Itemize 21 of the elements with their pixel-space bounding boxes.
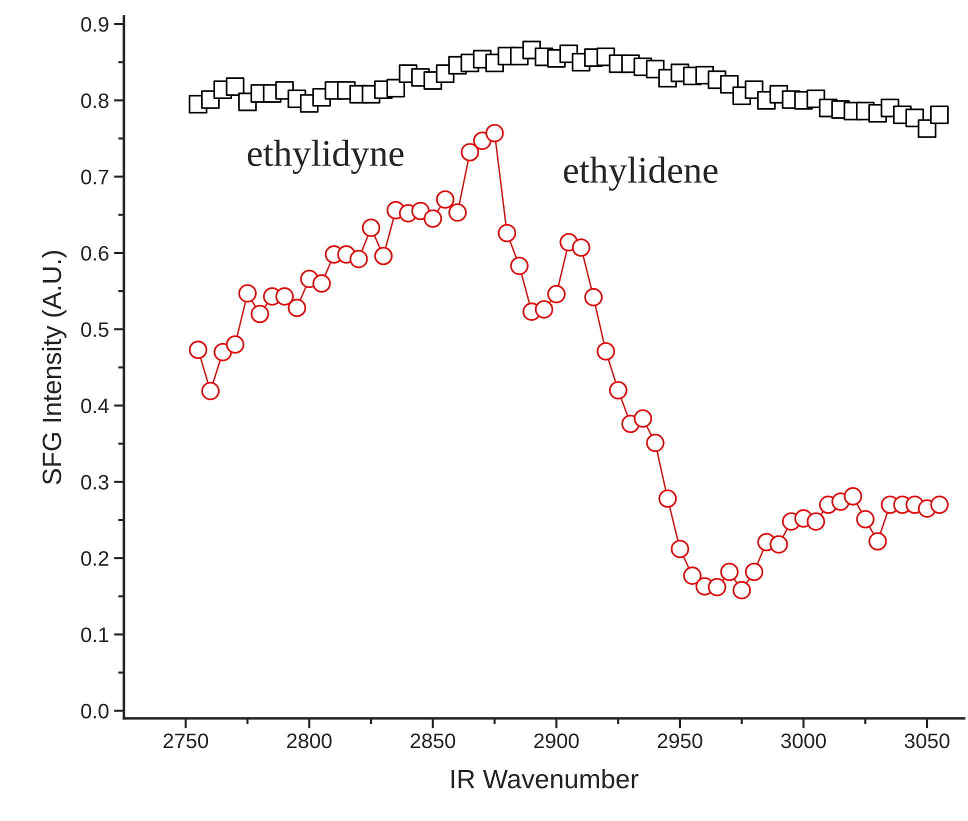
x-tick-label: 2800 [287, 734, 332, 748]
x-tick-label: 2750 [164, 734, 208, 748]
annotation: ethylidyne [248, 140, 404, 174]
x-tick-label: 3050 [904, 734, 950, 748]
y-tick-label: 0.6 [81, 246, 108, 261]
x-tick-label: 2900 [534, 734, 579, 748]
y-tick-label: 0.1 [81, 627, 108, 642]
y-tick-label: 0.8 [81, 93, 108, 108]
y-tick-label: 0.9 [81, 17, 108, 32]
x-tick-label: 3000 [781, 734, 826, 748]
y-tick-label: 0.4 [81, 398, 109, 414]
annotation: ethylidene [564, 156, 718, 191]
y-tick-label: 0.5 [81, 322, 108, 337]
y-axis-title: SFG Intensity (A.U.) [42, 250, 66, 484]
y-tick-label: 0.7 [81, 170, 108, 184]
y-tick-label: 0.3 [81, 474, 108, 490]
x-axis-title: IR Wavenumber [452, 769, 638, 788]
x-tick-label: 2950 [658, 734, 702, 748]
y-tick-label: 0.2 [81, 551, 108, 566]
y-tick-label: 0.0 [81, 704, 109, 718]
x-tick-label: 2850 [410, 734, 456, 748]
